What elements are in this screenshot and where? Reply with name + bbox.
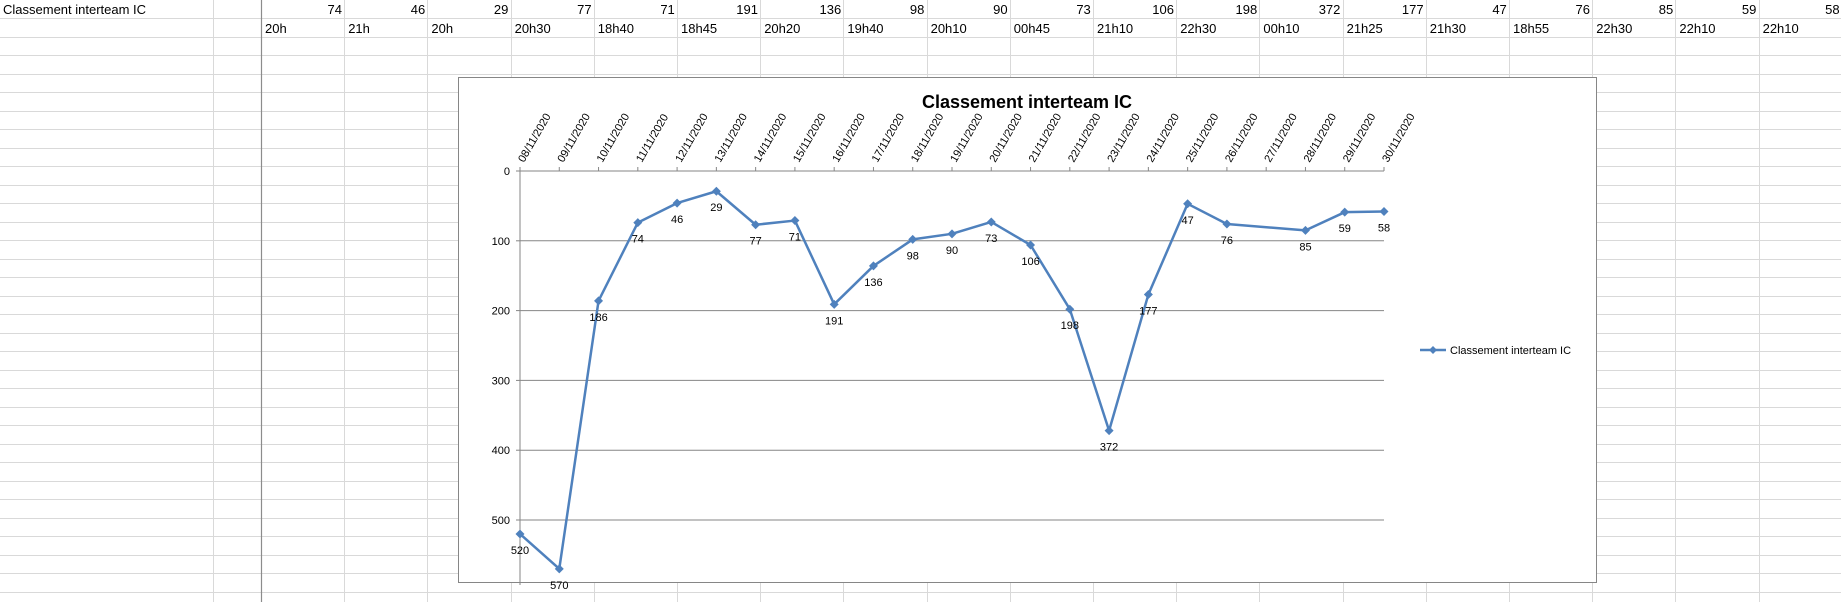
data-point-marker[interactable] bbox=[908, 234, 918, 244]
data-label: 520 bbox=[511, 545, 529, 557]
data-label: 29 bbox=[710, 202, 722, 214]
data-point-marker[interactable] bbox=[1026, 240, 1036, 250]
row2-time-cell[interactable]: 21h30 bbox=[1429, 21, 1466, 36]
row2-time-cell[interactable]: 20h10 bbox=[930, 21, 967, 36]
y-tick-label: 0 bbox=[504, 166, 510, 178]
data-point-marker[interactable] bbox=[986, 217, 996, 227]
row1-value-cell[interactable]: 90 bbox=[993, 2, 1008, 17]
y-tick-label: 500 bbox=[492, 515, 510, 527]
data-point-marker[interactable] bbox=[947, 229, 957, 239]
data-point-marker[interactable] bbox=[790, 216, 800, 226]
data-point-marker[interactable] bbox=[1065, 304, 1075, 314]
series-line bbox=[519, 189, 1385, 571]
row1-value-cell[interactable]: 73 bbox=[1076, 2, 1091, 17]
row1-value-cell[interactable]: 71 bbox=[660, 2, 675, 17]
data-label: 90 bbox=[946, 245, 958, 257]
data-point-marker[interactable] bbox=[1104, 426, 1114, 436]
row2-time-cell[interactable]: 20h bbox=[431, 21, 454, 36]
data-point-marker[interactable] bbox=[1379, 206, 1389, 216]
row1-value-cell[interactable]: 136 bbox=[819, 2, 842, 17]
data-point-marker[interactable] bbox=[515, 529, 525, 539]
data-label: 106 bbox=[1021, 256, 1039, 268]
row1-value-cell[interactable]: 58 bbox=[1825, 2, 1840, 17]
data-point-marker[interactable] bbox=[1222, 219, 1232, 229]
data-label: 47 bbox=[1182, 215, 1194, 227]
data-label: 136 bbox=[864, 277, 882, 289]
row2-time-cell[interactable]: 18h45 bbox=[681, 21, 718, 36]
row2-time-cell[interactable]: 20h30 bbox=[514, 21, 551, 36]
data-point-marker[interactable] bbox=[1340, 207, 1350, 217]
row2-time-cell[interactable]: 21h25 bbox=[1346, 21, 1383, 36]
data-label: 73 bbox=[985, 233, 997, 245]
row2-time-cell[interactable]: 22h30 bbox=[1596, 21, 1633, 36]
data-point-marker[interactable] bbox=[868, 261, 878, 271]
row1-value-cell[interactable]: 74 bbox=[327, 2, 342, 17]
chart-frame bbox=[458, 77, 1597, 583]
row2-time-cell[interactable]: 21h10 bbox=[1097, 21, 1134, 36]
data-label: 570 bbox=[550, 580, 568, 592]
row1-value-cell[interactable]: 106 bbox=[1152, 2, 1174, 17]
data-point-marker[interactable] bbox=[1300, 225, 1310, 235]
data-point-marker[interactable] bbox=[829, 299, 839, 309]
row2-time-cell[interactable]: 18h55 bbox=[1513, 21, 1550, 36]
row1-value-cell[interactable]: 198 bbox=[1235, 2, 1258, 17]
data-point-marker[interactable] bbox=[751, 220, 761, 230]
data-label: 98 bbox=[907, 250, 919, 262]
row1-value-cell[interactable]: 47 bbox=[1492, 2, 1507, 17]
data-label: 191 bbox=[825, 315, 843, 327]
y-tick-label: 400 bbox=[492, 445, 510, 457]
legend-marker bbox=[1429, 346, 1437, 354]
row2-time-cell[interactable]: 21h bbox=[348, 21, 370, 36]
data-label: 74 bbox=[632, 234, 644, 246]
data-point-marker[interactable] bbox=[711, 186, 721, 196]
legend-label: Classement interteam IC bbox=[1450, 345, 1571, 357]
data-point-marker[interactable] bbox=[1183, 199, 1193, 209]
row1-value-cell[interactable]: 59 bbox=[1741, 2, 1757, 17]
chart-title: Classement interteam IC bbox=[922, 92, 1132, 112]
row2-time-cell[interactable]: 22h30 bbox=[1180, 21, 1217, 36]
data-point-marker[interactable] bbox=[594, 296, 604, 306]
row2-time-cell[interactable]: 00h10 bbox=[1263, 21, 1300, 36]
row1-value-cell[interactable]: 85 bbox=[1658, 2, 1674, 17]
row2-time-cell[interactable]: 20h bbox=[265, 21, 287, 36]
data-point-marker[interactable] bbox=[672, 198, 682, 208]
data-label: 85 bbox=[1299, 241, 1311, 253]
data-label: 76 bbox=[1221, 235, 1233, 247]
row2-time-cell[interactable]: 20h20 bbox=[764, 21, 801, 36]
data-label: 177 bbox=[1139, 306, 1157, 318]
data-label: 77 bbox=[750, 236, 762, 248]
data-point-marker[interactable] bbox=[1143, 290, 1153, 300]
data-label: 198 bbox=[1061, 320, 1079, 332]
row2-time-cell[interactable]: 18h40 bbox=[597, 21, 634, 36]
cell-a1-label[interactable]: Classement interteam IC bbox=[3, 2, 147, 17]
row2-time-cell[interactable]: 22h10 bbox=[1762, 21, 1799, 36]
row1-value-cell[interactable]: 191 bbox=[736, 2, 758, 17]
data-label: 59 bbox=[1339, 223, 1351, 235]
row1-value-cell[interactable]: 77 bbox=[577, 2, 592, 17]
data-label: 46 bbox=[671, 214, 683, 226]
data-label: 186 bbox=[589, 312, 607, 324]
data-label: 71 bbox=[789, 232, 801, 244]
row2-time-cell[interactable]: 22h10 bbox=[1679, 21, 1716, 36]
row1-value-cell[interactable]: 29 bbox=[493, 2, 509, 17]
y-tick-label: 300 bbox=[492, 375, 510, 387]
row1-value-cell[interactable]: 76 bbox=[1575, 2, 1590, 17]
y-tick-label: 200 bbox=[492, 306, 510, 318]
row2-time-cell[interactable]: 19h40 bbox=[847, 21, 884, 36]
row1-value-cell[interactable]: 372 bbox=[1318, 2, 1341, 17]
data-point-marker[interactable] bbox=[633, 218, 643, 228]
data-label: 58 bbox=[1378, 222, 1390, 234]
row1-value-cell[interactable]: 98 bbox=[909, 2, 925, 17]
row1-value-cell[interactable]: 177 bbox=[1401, 2, 1424, 17]
data-point-marker[interactable] bbox=[554, 564, 564, 574]
row2-time-cell[interactable]: 00h45 bbox=[1013, 21, 1050, 36]
y-tick-label: 100 bbox=[492, 236, 510, 248]
row1-value-cell[interactable]: 46 bbox=[410, 2, 426, 17]
data-label: 372 bbox=[1100, 442, 1118, 454]
